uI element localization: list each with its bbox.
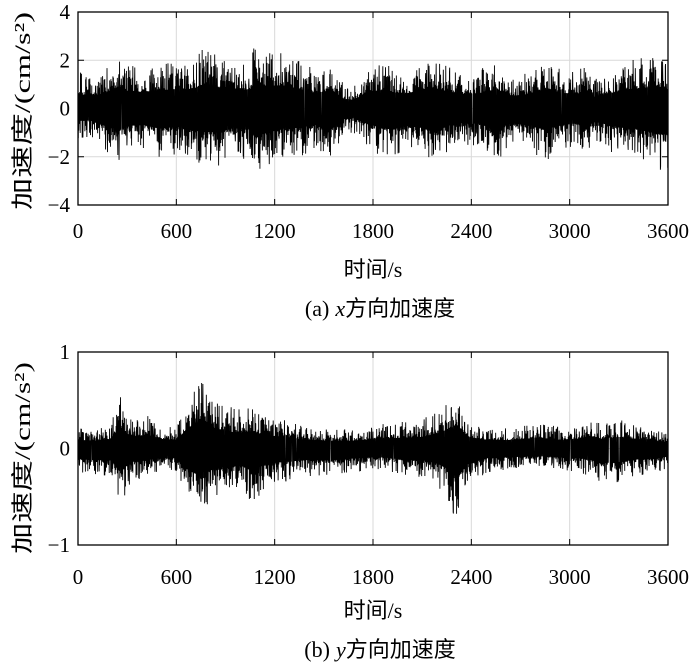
x-tick-label: 1800 <box>352 219 394 243</box>
y-tick-label: 0 <box>60 437 71 461</box>
x-axis-label: 时间/s <box>344 598 403 623</box>
y-tick-label: 0 <box>60 97 71 121</box>
x-tick-label: 3600 <box>647 565 689 589</box>
x-tick-label: 3000 <box>549 565 591 589</box>
x-tick-label: 2400 <box>450 565 492 589</box>
x-tick-label: 1200 <box>254 565 296 589</box>
caption-text: 方向加速度 <box>346 637 456 662</box>
y-tick-label: 2 <box>60 48 71 72</box>
panel-a: 0 600 1200 1800 2400 3000 3600 −4 −2 0 2 4 加速度/(cm/… <box>10 0 689 321</box>
x-tick-label: 600 <box>161 219 193 243</box>
caption-variable: x <box>334 296 345 321</box>
y-axis-label: 加速度/(cm/s²) <box>10 362 35 554</box>
y-tick-label: 1 <box>60 340 71 364</box>
x-axis-label: 时间/s <box>344 257 403 282</box>
caption-label: (b) <box>304 637 330 662</box>
caption: (a) x方向加速度 <box>305 296 455 321</box>
caption-variable: y <box>334 637 346 662</box>
x-tick-label: 3600 <box>647 219 689 243</box>
y-tick-label: −2 <box>48 145 70 169</box>
x-tick-label: 2400 <box>450 219 492 243</box>
caption: (b) y方向加速度 <box>304 637 455 662</box>
caption-text: 方向加速度 <box>345 296 455 321</box>
panel-a-tick-labels: 0 600 1200 1800 2400 3000 3600 −4 −2 0 2 4 <box>48 0 689 243</box>
panel-b-signal <box>77 382 669 514</box>
panel-b-axes <box>77 351 669 546</box>
series-line <box>77 382 669 514</box>
x-tick-label: 1200 <box>254 219 296 243</box>
y-tick-label: −1 <box>48 533 70 557</box>
x-tick-label: 3000 <box>549 219 591 243</box>
y-tick-label: 4 <box>60 0 71 24</box>
series-line <box>77 48 669 170</box>
x-tick-label: 600 <box>161 565 193 589</box>
x-tick-label: 0 <box>73 219 84 243</box>
y-tick-label: −4 <box>48 193 71 217</box>
y-axis-label: 加速度/(cm/s²) <box>10 12 35 210</box>
x-tick-label: 0 <box>73 565 84 589</box>
panel-b-tick-labels: 0 600 1200 1800 2400 3000 3600−101 <box>48 340 689 589</box>
panel-a-axes <box>77 11 669 206</box>
panel-b: 0 600 1200 1800 2400 3000 3600−101 加速度/(cm/s²)… <box>10 340 689 662</box>
panel-a-signal <box>77 48 669 170</box>
caption-label: (a) <box>305 296 329 321</box>
x-tick-label: 1800 <box>352 565 394 589</box>
